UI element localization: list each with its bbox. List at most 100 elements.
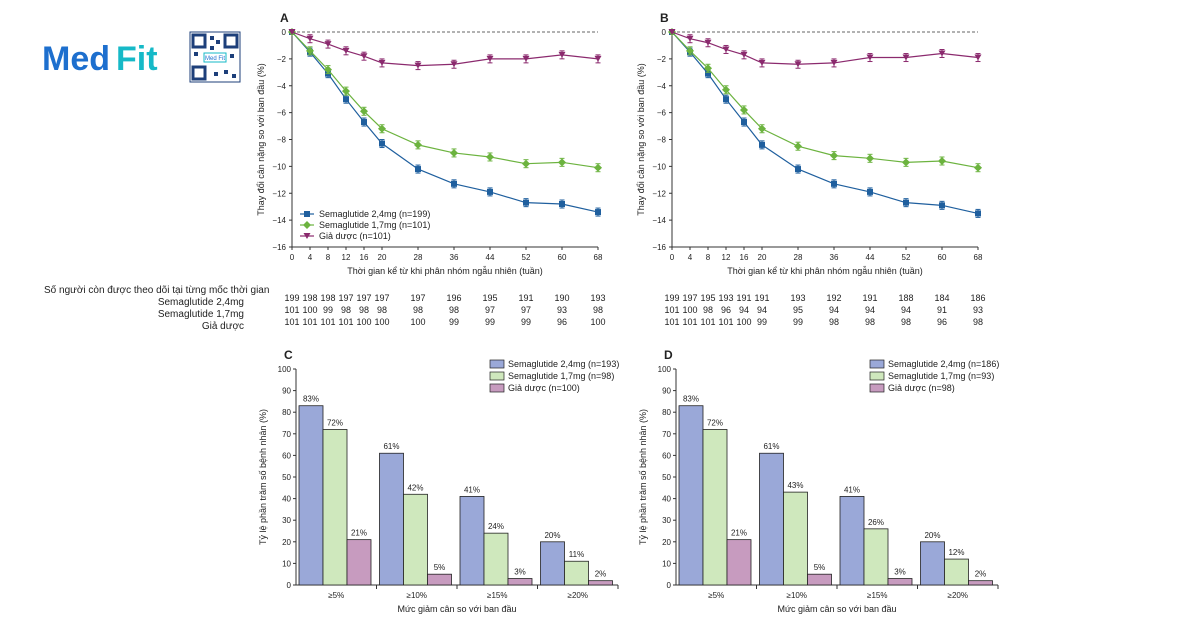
y-tick-label: 10: [662, 559, 671, 568]
data-point: [740, 105, 748, 114]
bar-data-label: 26%: [868, 518, 884, 527]
data-point: [360, 53, 368, 60]
medfit-logo: Med Fit Med Fit: [40, 30, 250, 90]
data-point: [378, 59, 386, 66]
y-tick-label: −2: [657, 55, 667, 64]
data-point: [704, 64, 712, 73]
data-point: [974, 54, 982, 61]
bar: [483, 532, 509, 586]
y-tick-label: 70: [282, 430, 291, 439]
followup-value: 98: [703, 305, 713, 315]
y-tick-label: −2: [277, 55, 287, 64]
y-tick-label: −12: [652, 189, 666, 198]
x-tick-label: 0: [670, 253, 675, 262]
bar: [759, 452, 784, 586]
bar: [403, 493, 428, 586]
x-tick-label: ≥15%: [867, 591, 887, 600]
x-tick-label: 44: [486, 253, 495, 262]
y-axis-label: Tỷ lệ phần trăm số bệnh nhân (%): [638, 409, 648, 545]
legend-marker: [303, 221, 311, 229]
followup-value: 98: [449, 305, 459, 315]
data-point: [938, 50, 946, 57]
followup-value: 100: [356, 317, 371, 327]
data-point: [450, 61, 458, 68]
y-axis-label: Tỷ lệ phần trăm số bệnh nhân (%): [258, 409, 268, 545]
bar: [540, 541, 565, 586]
y-tick-label: 40: [662, 495, 671, 504]
y-tick-label: 10: [282, 559, 291, 568]
followup-value: 191: [754, 293, 769, 303]
data-point: [450, 148, 458, 157]
data-point: [704, 39, 712, 46]
bar-data-label: 20%: [924, 531, 940, 540]
data-point: [523, 199, 529, 206]
data-point: [379, 140, 385, 147]
series-line-0: [291, 31, 599, 213]
followup-value: 94: [865, 305, 875, 315]
followup-value: 191: [736, 293, 751, 303]
data-point: [795, 166, 801, 173]
data-point: [758, 59, 766, 66]
followup-value: 195: [482, 293, 497, 303]
x-tick-label: 20: [378, 253, 387, 262]
followup-value: 94: [829, 305, 839, 315]
followup-value: 184: [934, 293, 949, 303]
bar-data-label: 61%: [763, 442, 779, 451]
series-line-2: [291, 31, 599, 67]
followup-value: 98: [341, 305, 351, 315]
followup-value: 91: [937, 305, 947, 315]
x-tick-label: 36: [830, 253, 839, 262]
data-point: [866, 154, 874, 163]
followup-value: 101: [700, 317, 715, 327]
data-point: [831, 180, 837, 187]
x-tick-label: 52: [902, 253, 911, 262]
legend-label: Semaglutide 2,4mg (n=199): [319, 209, 430, 219]
followup-row-label-sema24: Semaglutide 2,4mg: [157, 297, 244, 308]
followup-value: 98: [901, 317, 911, 327]
legend-label: Giả dược (n=100): [508, 383, 580, 393]
followup-value: 93: [557, 305, 567, 315]
data-point: [705, 70, 711, 77]
y-tick-label: 90: [282, 387, 291, 396]
x-tick-label: ≥15%: [487, 591, 507, 600]
bar-chart-d: D 0 10 20 30 40 50 60 70 80 90 100 ≥5% 83% 72% 21% ≥10% 6…: [638, 348, 999, 614]
data-point: [759, 141, 765, 148]
line-chart-a: A 0 −2 −4 −6 −8 −10 −12 −14 −16 0 4 8 12 16 20 28 36 44 52 6…: [256, 11, 603, 276]
y-tick-label: −12: [272, 189, 286, 198]
followup-value: 195: [700, 293, 715, 303]
followup-value: 99: [757, 317, 767, 327]
y-axis-label: Thay đổi cân nặng so với ban đầu (%): [256, 63, 266, 216]
followup-value: 94: [757, 305, 767, 315]
line-chart-b: B 0 −2 −4 −6 −8 −10 −12 −14 −16 0 4 8 12 16 20 28 36 44 52 6…: [636, 11, 983, 276]
x-tick-label: ≥5%: [708, 591, 724, 600]
data-point: [415, 166, 421, 173]
data-point: [830, 151, 838, 160]
legend-label: Semaglutide 1,7mg (n=93): [888, 371, 994, 381]
bar-data-label: 2%: [595, 570, 607, 579]
followup-value: 96: [937, 317, 947, 327]
followup-value: 99: [449, 317, 459, 327]
followup-value: 98: [865, 317, 875, 327]
followup-value: 93: [973, 305, 983, 315]
data-point: [306, 46, 314, 55]
x-tick-label: ≥20%: [568, 591, 588, 600]
followup-value: 98: [973, 317, 983, 327]
data-point: [741, 119, 747, 126]
legend-swatch: [869, 359, 885, 369]
data-point: [342, 87, 350, 96]
followup-value: 95: [793, 305, 803, 315]
series-line-2: [671, 31, 979, 65]
panel-label: D: [664, 348, 673, 362]
followup-row-label-placebo: Giả dược: [201, 321, 244, 332]
x-tick-label: ≥20%: [948, 591, 968, 600]
legend-label: Semaglutide 1,7mg (n=101): [319, 220, 430, 230]
y-tick-label: 20: [662, 538, 671, 547]
bar-data-label: 43%: [787, 481, 803, 490]
followup-value: 191: [518, 293, 533, 303]
data-point: [794, 61, 802, 68]
bar: [564, 560, 589, 586]
x-tick-label: 60: [558, 253, 567, 262]
x-tick-label: 0: [290, 253, 295, 262]
x-axis-label: Mức giảm cân so với ban đầu: [398, 604, 517, 614]
followup-value: 96: [557, 317, 567, 327]
